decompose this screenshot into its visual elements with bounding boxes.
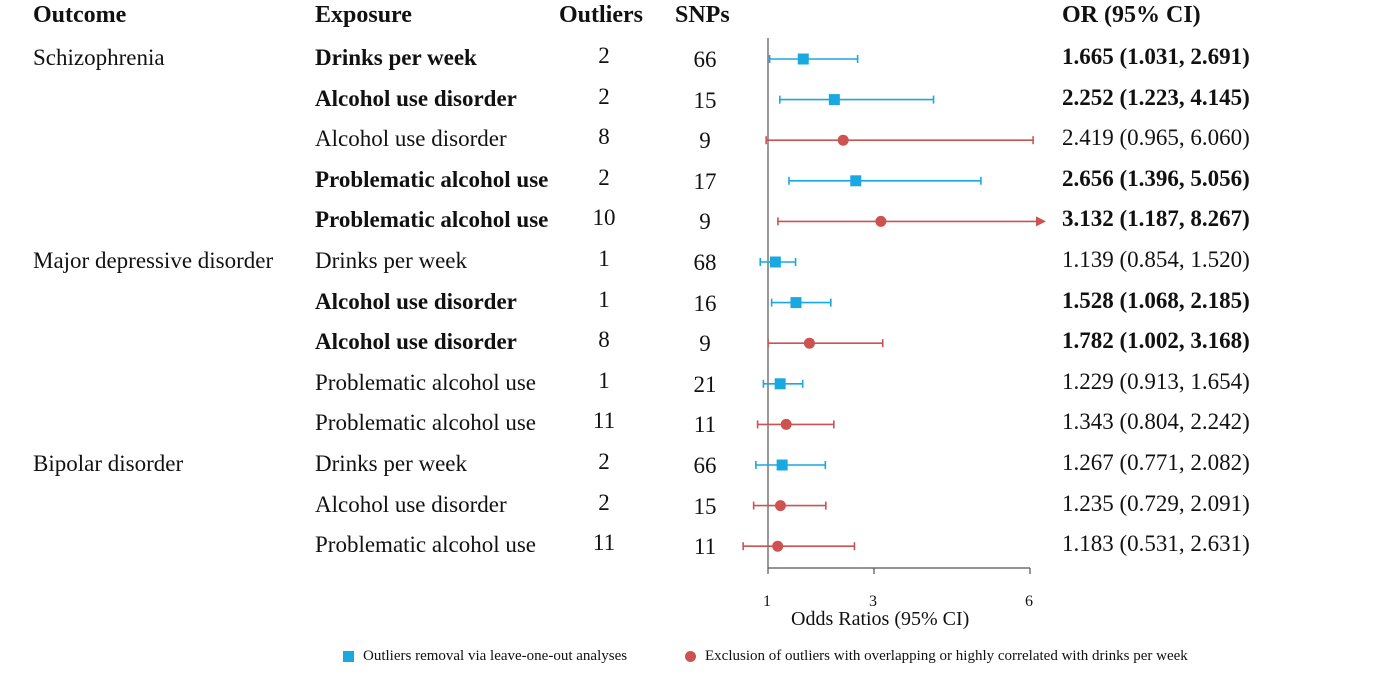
point-estimate-circle xyxy=(772,540,784,552)
legend-label-1: Exclusion of outliers with overlapping o… xyxy=(705,648,1188,664)
x-tick-label: 1 xyxy=(763,593,771,610)
row-exposure: Alcohol use disorder xyxy=(315,126,507,152)
row-snps: 66 xyxy=(693,453,717,478)
row-outcome: Bipolar disorder xyxy=(33,451,184,476)
row-snps: 9 xyxy=(699,209,711,235)
ci-arrow xyxy=(1036,216,1046,227)
x-tick-label: 3 xyxy=(869,593,877,610)
point-estimate-square xyxy=(828,94,840,106)
row-snps: 68 xyxy=(693,250,717,275)
row-exposure: Problematic alcohol use xyxy=(315,369,536,395)
x-axis-label: Odds Ratios (95% CI) xyxy=(791,608,970,630)
point-estimate-square xyxy=(776,459,788,471)
row-or-ci: 1.782 (1.002, 3.168) xyxy=(1062,328,1250,354)
row-snps: 11 xyxy=(693,412,717,438)
point-estimate-circle xyxy=(780,418,792,430)
row-or-ci: 1.139 (0.854, 1.520) xyxy=(1062,247,1250,272)
point-estimate-circle xyxy=(803,337,815,349)
row-exposure: Problematic alcohol use xyxy=(315,207,549,233)
point-estimate-square xyxy=(774,378,786,390)
row-outcome: Major depressive disorder xyxy=(33,248,274,273)
row-or-ci: 2.252 (1.223, 4.145) xyxy=(1062,84,1250,110)
header-exposure: Exposure xyxy=(315,2,412,28)
point-estimate-circle xyxy=(774,500,786,512)
legend-item-1: Exclusion of outliers with overlapping o… xyxy=(685,648,1188,665)
row-outliers: 11 xyxy=(592,530,616,556)
row-exposure: Problematic alcohol use xyxy=(315,410,536,436)
row-snps: 16 xyxy=(693,290,717,316)
point-estimate-circle xyxy=(875,215,887,227)
legend-label-0: Outliers removal via leave-one-out analy… xyxy=(363,648,628,664)
row-outliers: 10 xyxy=(592,205,616,231)
row-or-ci: 1.183 (0.531, 2.631) xyxy=(1062,531,1250,557)
row-snps: 11 xyxy=(693,534,717,560)
row-exposure: Alcohol use disorder xyxy=(315,329,517,355)
legend-item-0: Outliers removal via leave-one-out analy… xyxy=(343,648,627,665)
row-outliers: 11 xyxy=(592,408,616,434)
square-marker-icon xyxy=(343,651,354,662)
row-outcome: Schizophrenia xyxy=(33,45,165,70)
header-outcome: Outcome xyxy=(33,2,127,28)
row-outliers: 1 xyxy=(598,246,610,271)
row-exposure: Alcohol use disorder xyxy=(315,288,517,314)
row-or-ci: 1.528 (1.068, 2.185) xyxy=(1062,287,1250,313)
row-or-ci: 1.229 (0.913, 1.654) xyxy=(1062,368,1250,394)
circle-marker-icon xyxy=(685,651,696,662)
point-estimate-square xyxy=(769,256,781,268)
row-exposure: Drinks per week xyxy=(315,248,468,273)
row-outliers: 2 xyxy=(598,164,610,190)
row-or-ci: 2.656 (1.396, 5.056) xyxy=(1062,165,1250,191)
row-snps: 15 xyxy=(693,87,717,113)
row-outliers: 1 xyxy=(598,367,610,393)
point-estimate-square xyxy=(797,53,809,65)
row-snps: 15 xyxy=(693,493,717,519)
row-or-ci: 1.665 (1.031, 2.691) xyxy=(1062,44,1250,69)
row-snps: 9 xyxy=(699,128,711,154)
row-outliers: 8 xyxy=(598,124,610,150)
row-snps: 9 xyxy=(699,331,711,357)
row-exposure: Drinks per week xyxy=(315,45,477,70)
header-outliers: Outliers xyxy=(559,2,643,28)
row-or-ci: 2.419 (0.965, 6.060) xyxy=(1062,125,1250,151)
row-exposure: Problematic alcohol use xyxy=(315,166,549,192)
row-snps: 66 xyxy=(693,47,717,72)
row-or-ci: 1.267 (0.771, 2.082) xyxy=(1062,450,1250,475)
row-or-ci: 1.343 (0.804, 2.242) xyxy=(1062,409,1250,435)
row-outliers: 1 xyxy=(598,286,610,312)
row-outliers: 2 xyxy=(598,489,610,515)
row-outliers: 8 xyxy=(598,327,610,353)
point-estimate-circle xyxy=(837,134,849,146)
row-or-ci: 1.235 (0.729, 2.091) xyxy=(1062,490,1250,516)
header-or: OR (95% CI) xyxy=(1062,2,1201,28)
row-snps: 17 xyxy=(693,168,717,194)
row-exposure: Alcohol use disorder xyxy=(315,85,517,111)
row-or-ci: 3.132 (1.187, 8.267) xyxy=(1062,206,1250,232)
row-snps: 21 xyxy=(693,371,717,397)
row-outliers: 2 xyxy=(598,43,610,68)
row-exposure: Drinks per week xyxy=(315,451,468,476)
point-estimate-square xyxy=(850,175,862,187)
row-outliers: 2 xyxy=(598,83,610,109)
row-outliers: 2 xyxy=(598,449,610,474)
header-snps: SNPs xyxy=(675,2,730,28)
point-estimate-square xyxy=(790,297,802,309)
x-tick-label: 6 xyxy=(1025,593,1033,610)
row-exposure: Problematic alcohol use xyxy=(315,532,536,558)
row-exposure: Alcohol use disorder xyxy=(315,491,507,517)
